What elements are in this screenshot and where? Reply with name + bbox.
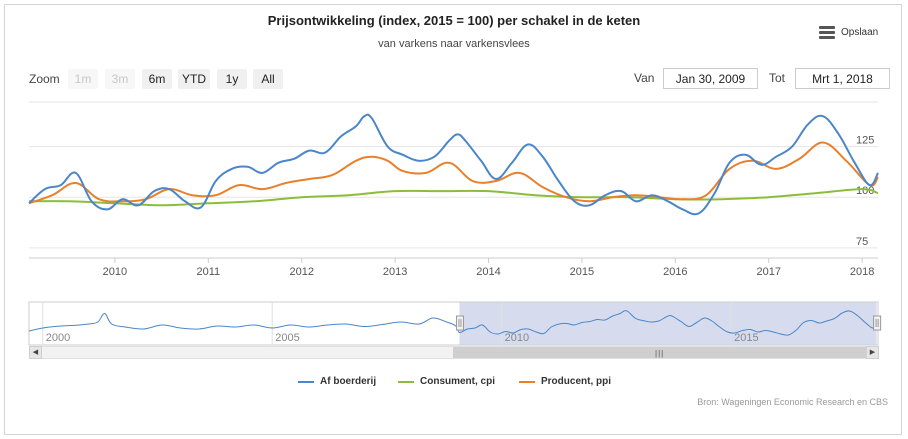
navigator[interactable]: 2000 2005 2010 2015 (28, 301, 882, 346)
to-date-label: Tot (769, 71, 786, 85)
from-date-label: Van (634, 71, 655, 85)
series-line-af-boerderij (28, 113, 879, 216)
x-tick-label: 2017 (756, 266, 780, 278)
x-tick-label: 2015 (570, 266, 594, 278)
series-lines (28, 113, 879, 216)
navigator-scrollbar-thumb[interactable] (453, 347, 866, 358)
navigator-x-label: 2000 (46, 332, 70, 344)
legend-label-consument-cpi: Consument, cpi (420, 376, 496, 387)
navigator-x-label: 2005 (275, 332, 299, 344)
zoom-6m-button[interactable]: 6m (142, 69, 172, 89)
y-tick-label: 125 (856, 135, 874, 147)
series-line-consument-cpi (28, 188, 879, 207)
y-tick-label: 75 (856, 236, 868, 248)
zoom-1m-button[interactable]: 1m (68, 69, 98, 89)
legend-item-consument-cpi[interactable]: Consument, cpi (398, 376, 495, 387)
legend-item-af-boerderij[interactable]: Af boerderij (298, 376, 376, 387)
x-tick-label: 2014 (476, 266, 500, 278)
chart-title: Prijsontwikkeling (index, 2015 = 100) pe… (267, 13, 641, 28)
x-tick-label: 2011 (196, 266, 220, 278)
navigator-left-handle (455, 315, 464, 331)
legend-item-producent-ppi[interactable]: Producent, ppi (519, 376, 611, 387)
from-date-input[interactable]: Jan 30, 2009 (663, 68, 758, 89)
legend-swatch-blue (298, 380, 314, 383)
zoom-all-button[interactable]: All (253, 69, 283, 89)
scrollbar-grip-icon: ||| (655, 349, 665, 358)
zoom-ytd-button[interactable]: YTD (178, 69, 210, 89)
x-tick-label: 2012 (289, 266, 313, 278)
zoom-1y-button[interactable]: 1y (217, 69, 247, 89)
scroll-right-arrow-icon[interactable]: ▶ (866, 346, 879, 359)
legend-label-producent-ppi: Producent, ppi (541, 376, 611, 387)
export-menu-button[interactable]: Opslaan (819, 22, 878, 42)
legend-swatch-orange (519, 380, 535, 383)
zoom-label: Zoom (29, 72, 60, 86)
scroll-left-arrow-icon[interactable]: ◀ (29, 346, 42, 359)
navigator-x-label: 2010 (505, 332, 529, 344)
navigator-series-line (28, 310, 877, 336)
x-tick-label: 2018 (850, 266, 874, 278)
navigator-right-handle (873, 315, 882, 331)
export-menu-label: Opslaan (841, 26, 879, 38)
hamburger-menu-icon (819, 25, 835, 39)
legend-label-af-boerderij: Af boerderij (320, 376, 377, 387)
zoom-3m-button[interactable]: 3m (105, 69, 135, 89)
series-line-producent-ppi (28, 141, 879, 205)
navigator-selection-mask (459, 302, 877, 345)
x-tick-label: 2010 (103, 266, 127, 278)
chart-subtitle: van varkens naar varkensvlees (378, 38, 530, 50)
grid-lines (29, 101, 878, 259)
x-axis-ticks: 2010 2011 2012 2013 2014 2015 2016 2017 2018 (103, 258, 874, 278)
to-date-input[interactable]: Mrt 1, 2018 (795, 68, 890, 89)
x-tick-label: 2016 (663, 266, 687, 278)
source-credits: Bron: Wageningen Economic Research en CB… (697, 397, 888, 407)
legend-swatch-green (398, 380, 414, 383)
x-tick-label: 2013 (383, 266, 407, 278)
navigator-x-label: 2015 (734, 332, 758, 344)
